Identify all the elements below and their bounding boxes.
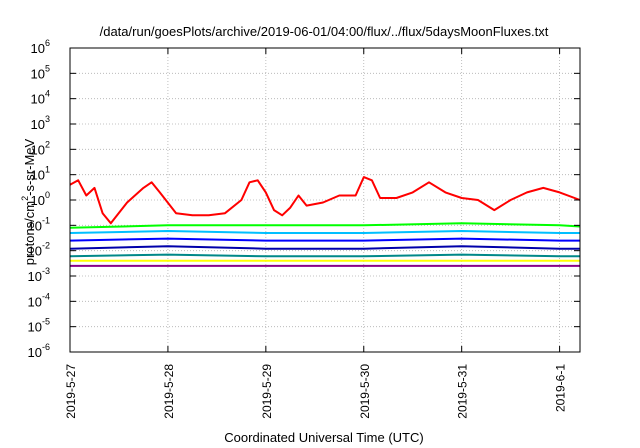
x-tick-label: 2019-5-28 [162, 364, 176, 419]
series-group [69, 176, 581, 267]
series-line [69, 176, 581, 225]
y-tick-label: 10-4 [28, 291, 50, 309]
x-axis-label: Coordinated Universal Time (UTC) [224, 430, 423, 445]
chart-title: /data/run/goesPlots/archive/2019-06-01/0… [100, 24, 549, 39]
x-tick-label: 2019-5-31 [456, 364, 470, 419]
y-tick-label: 104 [31, 89, 50, 107]
x-tick-label: 2019-5-27 [64, 364, 78, 419]
grid [69, 47, 580, 353]
y-tick-label: 10-5 [28, 317, 50, 335]
y-tick-label: 101 [31, 165, 50, 183]
y-axis-label: protons/cm2-s-sr-MeV [20, 138, 37, 265]
series-line [69, 222, 581, 229]
series-line [69, 253, 580, 258]
x-tick-label: 2019-5-30 [358, 364, 372, 419]
x-axis: 2019-5-27 2019-5-28 2019-5-29 2019-5-30 2019… [64, 48, 568, 419]
x-tick-label: 2019-5-29 [260, 364, 274, 419]
y-axis: 10-6 10-5 10-4 10-3 10-2 10-1 100 101 102 103 104 1… [28, 38, 580, 360]
y-tick-label: 105 [31, 63, 50, 81]
series-line [69, 237, 580, 242]
y-tick-label: 10-3 [28, 266, 50, 284]
y-tick-label: 106 [31, 38, 50, 56]
series-line [69, 245, 580, 250]
y-tick-label: 10-2 [28, 241, 50, 259]
y-tick-label: 10-6 [28, 342, 50, 360]
y-tick-label: 100 [31, 190, 50, 208]
y-tick-label: 102 [31, 139, 50, 157]
series-line [69, 230, 580, 234]
x-tick-label: 2019-6-1 [554, 364, 568, 412]
y-tick-label: 10-1 [28, 215, 50, 233]
y-tick-label: 103 [31, 114, 50, 132]
